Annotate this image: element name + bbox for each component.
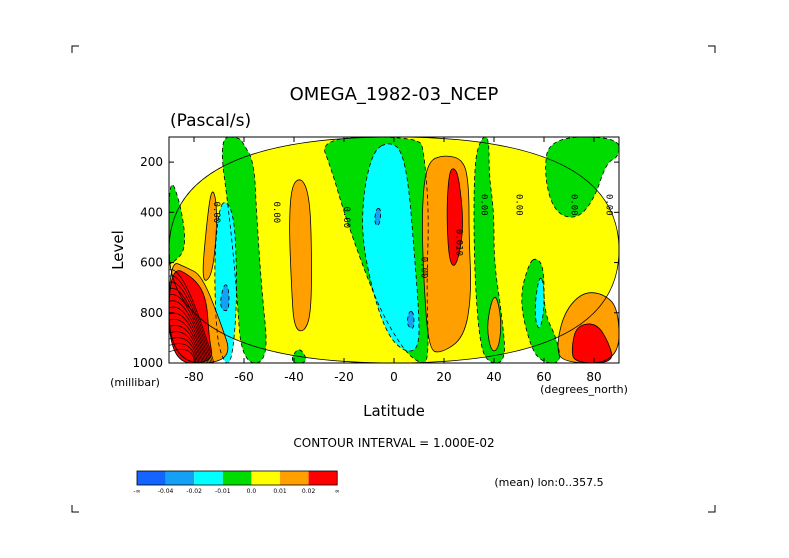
legend-swatch (165, 471, 195, 485)
contour-line-11 (202, 191, 217, 281)
legend-label: -0.01 (215, 488, 231, 495)
contour-value-label: 0.00 (604, 194, 614, 216)
x-tick-label: 40 (486, 370, 501, 384)
contour-region-cyan-10 (535, 278, 544, 328)
y-axis-unit: (millibar) (110, 376, 160, 389)
color-legend: -∞ -0.04 -0.02 -0.01 0.0 0.01 0.02 ∞ (133, 470, 340, 495)
legend-swatch (137, 471, 166, 485)
contour-labels: 0.00 0.00 0.00 0.00 0.010 0.00 0.00 0.00 0.00 (211, 194, 614, 278)
legend-swatch (194, 471, 223, 485)
contour-region-blue-22 (407, 311, 414, 329)
x-axis-unit: (degrees_north) (540, 383, 628, 396)
contour-line-dense-6 (169, 306, 206, 363)
legend-swatch (222, 471, 252, 485)
contour-region-green-6 (169, 184, 185, 264)
legend-swatch (251, 471, 280, 485)
contour-line-dense-2 (169, 281, 212, 363)
contour-regions (169, 137, 619, 363)
y-tick-label: 200 (140, 155, 163, 169)
contour-line-dense-8 (169, 318, 203, 363)
contour-line-dense-12 (169, 343, 197, 363)
contour-line-20 (220, 284, 230, 312)
contour-line-4 (545, 137, 619, 218)
contour-line-21 (374, 208, 382, 226)
contour-value-label: 0.00 (569, 194, 579, 216)
contour-value-label: 0.00 (479, 194, 489, 216)
contour-value-label: 0.00 (419, 257, 429, 279)
contour-line-9 (362, 143, 420, 352)
contour-region-green-1 (222, 137, 267, 363)
x-axis-ticks: -80 -60 -40 -20 0 20 40 60 80 (184, 137, 602, 384)
x-tick-label: 0 (390, 370, 398, 384)
x-tick-label: -40 (284, 370, 304, 384)
legend-swatch (308, 471, 338, 485)
contour-region-red-18 (572, 323, 612, 363)
legend-label: -0.02 (186, 488, 202, 495)
legend-frame (136, 470, 338, 486)
contour-region-blue-21 (374, 208, 381, 226)
contour-value-label: 0.00 (514, 194, 524, 216)
contour-region-orange-11 (203, 191, 217, 281)
chart-subtitle: (Pascal/s) (170, 111, 251, 131)
legend-label: -∞ (133, 488, 140, 495)
legend-label: 0.02 (302, 488, 316, 495)
contour-value-label: 0.00 (211, 201, 221, 223)
contour-line-dense-5 (169, 300, 207, 363)
chart-title: OMEGA_1982-03_NCEP (290, 84, 499, 105)
contour-region-cyan-9 (362, 143, 419, 352)
contour-interval-text: CONTOUR INTERVAL = 1.000E-02 (293, 436, 494, 450)
contour-region-red-17 (447, 168, 463, 266)
contour-value-label: 0.00 (271, 201, 281, 223)
contour-line-10 (534, 277, 545, 329)
contour-region-orange-14 (487, 297, 501, 351)
x-axis-label: Latitude (363, 402, 425, 420)
contour-region-orange-12 (289, 179, 312, 331)
contour-line-2 (324, 137, 429, 363)
contour-lines (169, 137, 619, 363)
contour-value-label: 0.00 (341, 207, 351, 229)
contour-line-14 (487, 296, 502, 352)
contour-line-13 (421, 155, 471, 353)
contour-line-5 (521, 258, 560, 363)
contour-line-dense-11 (169, 337, 198, 363)
contour-line-18 (571, 323, 613, 363)
corner-marks (71, 45, 716, 513)
contour-line-1 (221, 137, 267, 363)
contour-line-17 (446, 168, 463, 266)
x-tick-label: -80 (184, 370, 204, 384)
y-tick-label: 400 (140, 205, 163, 219)
contour-line-dense-0 (169, 269, 215, 363)
contour-line-dense-1 (169, 275, 213, 363)
y-axis-ticks: 200 400 600 800 1000 (132, 155, 619, 370)
x-tick-label: 80 (586, 370, 601, 384)
y-tick-label: 800 (140, 306, 163, 320)
y-tick-label: 600 (140, 256, 163, 270)
legend-label: -0.04 (158, 488, 174, 495)
contour-line-8 (214, 202, 237, 363)
contour-value-label: 0.010 (454, 229, 464, 256)
legend-label: ∞ (335, 488, 340, 495)
y-axis-label: Level (109, 230, 127, 270)
x-tick-label: -60 (234, 370, 254, 384)
footer-text: (mean) lon:0..357.5 (494, 476, 603, 489)
contour-line-dense-4 (169, 294, 209, 363)
contour-line-6 (169, 184, 186, 265)
x-tick-label: 20 (436, 370, 451, 384)
y-tick-label: 1000 (132, 356, 163, 370)
legend-swatch (280, 471, 309, 485)
contour-line-dense-3 (169, 287, 210, 363)
contour-line-dense-10 (169, 331, 200, 363)
legend-label: 0.01 (273, 488, 287, 495)
contour-line-dense-9 (169, 325, 201, 363)
x-tick-label: 60 (536, 370, 551, 384)
contour-line-12 (289, 179, 312, 332)
x-tick-label: -20 (334, 370, 354, 384)
legend-label: 0.0 (247, 488, 257, 495)
